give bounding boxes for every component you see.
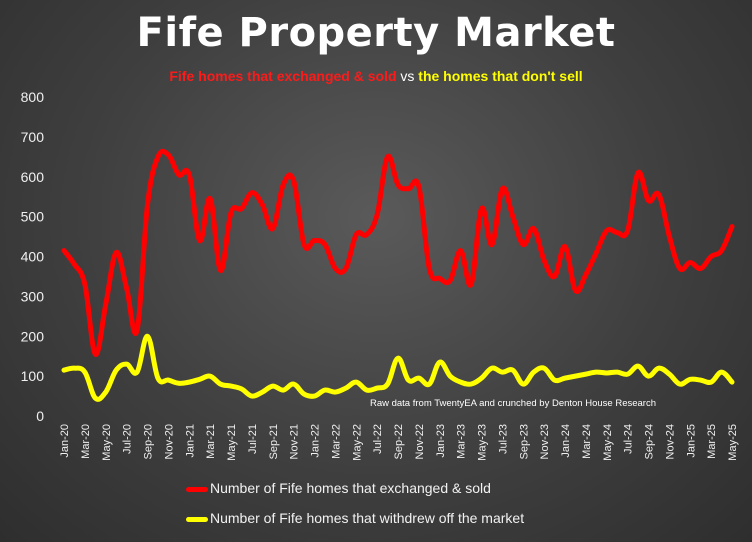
y-tick-label: 800 <box>21 89 45 105</box>
series-line-sold <box>61 148 735 357</box>
x-tick-label: May-23 <box>477 424 489 461</box>
legend-item-withdrawn: Number of Fife homes that withdrew off t… <box>186 510 524 526</box>
y-tick-label: 700 <box>21 129 45 145</box>
x-tick-label: Jul-24 <box>623 424 635 454</box>
x-tick-label: Jan-21 <box>184 424 196 458</box>
subtitle-sold: Fife homes that exchanged & sold <box>169 68 397 84</box>
x-tick-label: Sep-22 <box>393 424 405 459</box>
subtitle-withdrawn: the homes that don't sell <box>418 68 583 84</box>
chart-lines <box>61 148 735 402</box>
x-tick-label: Jul-22 <box>372 424 384 454</box>
x-tick-label: Mar-24 <box>581 424 593 459</box>
series-line-withdrawn <box>61 333 735 402</box>
x-tick-label: Jan-22 <box>310 424 322 458</box>
x-tick-label: May-24 <box>602 424 614 461</box>
x-axis: Jan-20 Mar-20 May-20 Jul-20 Sep-20 Nov-20 Jan-… <box>59 424 739 461</box>
x-tick-label: Nov-24 <box>664 424 676 459</box>
x-tick-label: Mar-21 <box>205 424 217 459</box>
x-tick-label: Sep-21 <box>268 424 280 459</box>
x-tick-label: Sep-24 <box>644 424 656 459</box>
x-tick-label: May-21 <box>226 424 238 461</box>
x-tick-label: Nov-22 <box>414 424 426 459</box>
x-tick-label: Jan-23 <box>435 424 447 458</box>
legend-label-sold: Number of Fife homes that exchanged & so… <box>210 480 491 496</box>
x-tick-label: Jan-25 <box>685 424 697 458</box>
y-axis: 0 100 200 300 400 500 600 700 800 <box>21 89 45 424</box>
x-tick-label: Jul-21 <box>247 424 259 454</box>
y-tick-label: 500 <box>21 209 45 225</box>
x-tick-label: May-20 <box>101 424 113 461</box>
y-tick-label: 200 <box>21 328 45 344</box>
x-tick-label: May-25 <box>727 424 739 461</box>
y-tick-label: 0 <box>36 408 44 424</box>
x-tick-label: Mar-20 <box>80 424 92 459</box>
x-tick-label: Mar-25 <box>706 424 718 459</box>
x-tick-label: May-22 <box>351 424 363 461</box>
x-tick-label: Mar-23 <box>456 424 468 459</box>
chart-title: Fife Property Market <box>136 10 616 56</box>
legend-swatch-withdrawn <box>186 516 208 522</box>
x-tick-label: Sep-20 <box>143 424 155 459</box>
x-tick-label: Nov-23 <box>539 424 551 459</box>
x-tick-label: Nov-21 <box>289 424 301 459</box>
x-tick-label: Mar-22 <box>330 424 342 459</box>
y-tick-label: 100 <box>21 368 45 384</box>
legend-swatch-sold <box>186 486 208 492</box>
y-tick-label: 600 <box>21 169 45 185</box>
x-tick-label: Jan-24 <box>560 424 572 458</box>
x-tick-label: Jul-20 <box>122 424 134 454</box>
x-tick-label: Jan-20 <box>59 424 71 458</box>
chart-subtitle: Fife homes that exchanged & sold vs the … <box>0 68 752 84</box>
x-tick-label: Sep-23 <box>518 424 530 459</box>
x-tick-label: Jul-23 <box>497 424 509 454</box>
y-tick-label: 400 <box>21 249 45 265</box>
y-tick-label: 300 <box>21 288 45 304</box>
subtitle-vs: vs <box>400 68 415 84</box>
source-annotation: Raw data from TwentyEA and crunched by D… <box>370 398 656 409</box>
legend-label-withdrawn: Number of Fife homes that withdrew off t… <box>210 510 525 526</box>
x-tick-label: Nov-20 <box>163 424 175 459</box>
legend-item-sold: Number of Fife homes that exchanged & so… <box>186 480 491 496</box>
